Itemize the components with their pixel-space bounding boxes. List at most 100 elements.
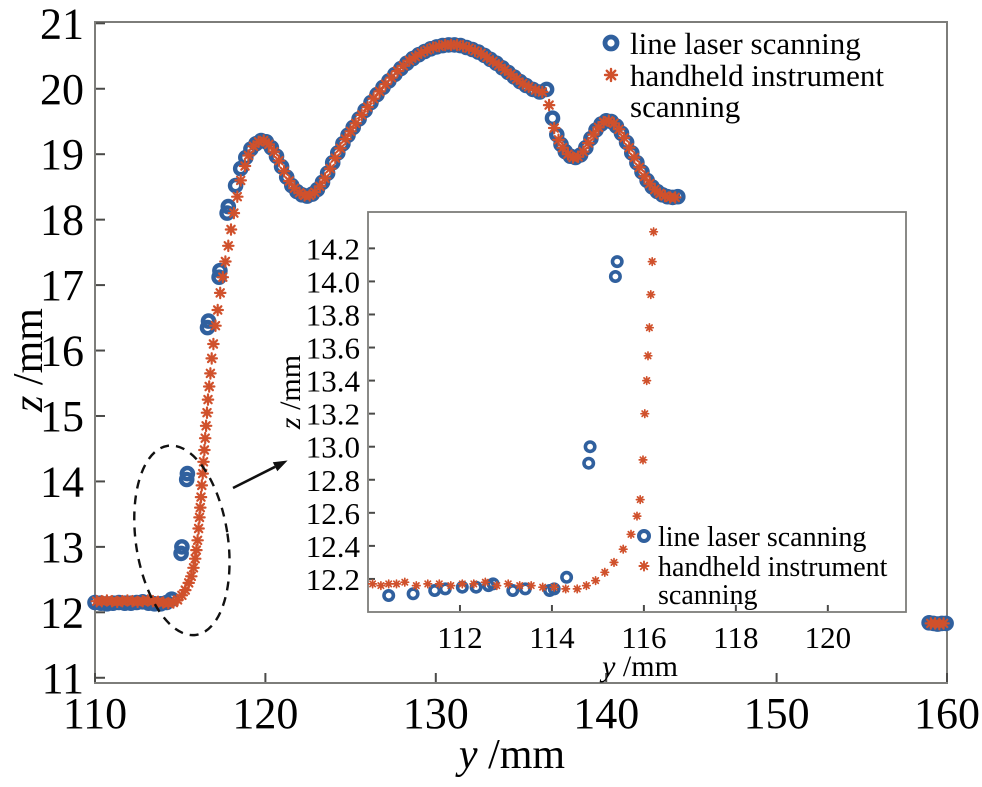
data-point-asterisk [182,576,195,590]
data-point-asterisk [282,174,296,188]
data-point-asterisk [400,577,410,587]
x-tick-label: 114 [529,620,575,655]
data-point-asterisk [627,151,641,164]
data-point-asterisk [474,47,488,60]
data-point-circle [506,583,520,597]
data-point-asterisk [647,256,657,267]
data-point-asterisk [379,77,392,91]
data-point-asterisk [391,64,404,78]
data-point-circle [518,582,532,596]
data-point-asterisk [547,121,561,135]
y-tick-label: 14 [40,457,84,506]
data-point-asterisk [199,419,213,433]
data-point-asterisk [209,319,222,333]
data-point-asterisk [397,59,410,73]
data-point-asterisk [434,579,444,589]
data-point-asterisk [195,479,209,492]
data-point-asterisk [492,58,506,72]
callout-arrow-head-icon [272,460,288,472]
data-point-asterisk [262,138,276,151]
x-tick-label: 120 [805,620,852,655]
data-point-asterisk [526,580,536,591]
data-point-asterisk [200,406,214,420]
y-tick-label: 15 [40,392,84,441]
data-point-asterisk [204,367,217,380]
y-tick-label: 12.4 [306,529,361,564]
data-point-asterisk [552,133,565,147]
data-point-asterisk [648,227,659,237]
y-tick-label: 16 [40,327,84,376]
data-point-asterisk [635,494,645,505]
y-tick-label: 13.6 [306,331,360,366]
inset-plot-frame [367,211,907,613]
data-point-asterisk [640,409,650,419]
data-point-asterisk [211,303,224,317]
data-point-circle [173,545,189,562]
data-point-asterisk [581,580,592,591]
x-tick-label: 112 [437,620,482,655]
main-y-axis-label: z /mm [6,308,52,413]
data-point-asterisk [549,582,559,592]
x-tick-label: 140 [573,689,639,738]
main-legend-label-line-laser: line laser scanning [630,26,861,61]
data-point-asterisk [328,151,342,165]
data-point-asterisk [456,39,470,53]
data-point-asterisk [167,596,180,609]
y-tick-label: 17 [40,261,84,310]
x-tick-label: 110 [63,689,127,738]
data-point-asterisk [529,83,542,97]
data-point-asterisk [516,77,530,90]
data-point-asterisk [361,100,374,114]
data-point-asterisk [219,255,232,268]
callout-arrow-line [232,465,276,490]
data-point-asterisk [367,92,380,105]
data-point-circle [583,440,597,454]
data-point-asterisk [242,149,255,162]
data-point-asterisk [313,180,327,193]
data-point-asterisk [202,380,216,393]
main-x-axis-label: y /mm [455,732,565,778]
data-point-asterisk [179,583,192,597]
data-point-asterisk [385,71,398,84]
data-point-asterisk [318,172,332,185]
data-point-asterisk [252,135,265,149]
data-point-asterisk [612,123,626,136]
data-point-asterisk [646,289,656,300]
data-point-asterisk [515,580,525,591]
data-point-asterisk [367,579,378,589]
inset-x-axis-label: y /mm [599,650,678,683]
data-point-asterisk [638,455,648,465]
data-point-asterisk [185,569,198,583]
main-legend-label-handheld-line1: handheld instrument [630,58,884,93]
data-point-asterisk [658,189,672,203]
data-point-asterisk [198,431,212,445]
data-point-asterisk [188,552,202,566]
data-point-asterisk [192,522,205,535]
x-tick-label: 120 [232,689,298,738]
data-point-asterisk [193,511,206,524]
data-point-asterisk [622,141,636,154]
data-point-asterisk [556,141,570,154]
y-tick-label: 12.6 [306,496,360,531]
callout-ellipse [133,444,231,637]
x-tick-label: 130 [403,689,469,738]
data-point-asterisk [414,46,428,60]
data-point-asterisk [227,206,241,220]
x-tick-label: 118 [713,620,758,655]
data-point-asterisk [571,150,585,164]
data-point-asterisk [409,50,422,64]
data-point-asterisk [538,582,548,592]
data-point-asterisk [222,239,235,253]
x-tick-label: 116 [621,620,666,655]
data-point-asterisk [450,38,464,52]
data-point-asterisk [668,191,682,204]
data-point-asterisk [618,544,628,554]
x-tick-label: 150 [744,689,810,738]
data-point-asterisk [432,39,446,53]
data-point-asterisk [334,142,347,155]
data-point-asterisk [234,174,247,187]
data-point-circle [406,587,420,601]
data-point-asterisk [272,154,286,167]
